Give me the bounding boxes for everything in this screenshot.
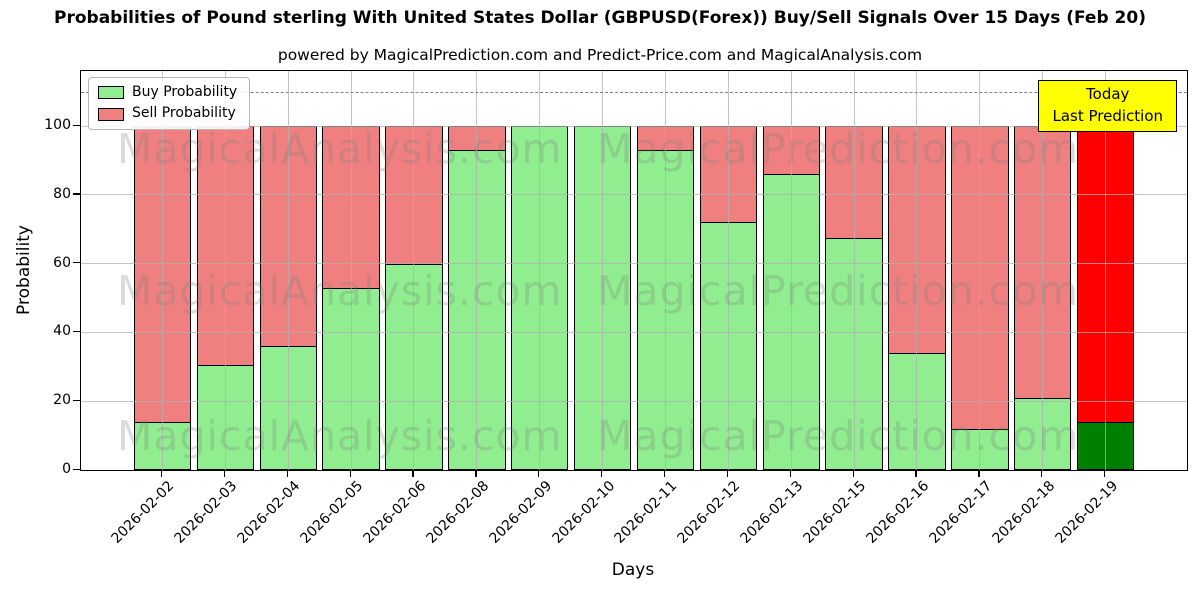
gridline-h — [81, 263, 1187, 265]
threshold-dashed-line — [81, 91, 1187, 93]
today-annotation: Today Last Prediction — [1038, 80, 1177, 132]
watermark-layer: MagicalAnalysis.com MagicalPrediction.com… — [81, 71, 1187, 470]
x-tick-label: 2026-02-13 — [737, 478, 807, 547]
x-tick-label: 2026-02-11 — [611, 478, 681, 547]
x-tick-label: 2026-02-05 — [297, 478, 367, 547]
legend-item-sell: Sell Probability — [98, 105, 237, 122]
x-tick-label: 2026-02-12 — [674, 478, 744, 547]
x-tick-mark — [286, 470, 288, 477]
x-tick-mark — [789, 470, 791, 477]
watermark-text: MagicalPrediction.com — [597, 412, 1080, 460]
today-annotation-line2: Last Prediction — [1052, 106, 1163, 125]
gridline-v — [161, 71, 163, 470]
x-tick-mark — [663, 470, 666, 477]
x-axis-label: Days — [611, 560, 655, 580]
gridline-v — [853, 71, 855, 470]
legend-label-sell: Sell Probability — [132, 105, 236, 122]
x-tick-mark — [1041, 470, 1043, 477]
gridline-h — [81, 194, 1187, 196]
gridline-v — [727, 71, 729, 470]
x-tick-mark — [852, 470, 854, 477]
legend-item-buy: Buy Probability — [98, 84, 238, 100]
y-tick-label: 0 — [62, 461, 71, 477]
watermark-text: MagicalAnalysis.com — [117, 125, 563, 173]
chart-title: Probabilities of Pound sterling With Uni… — [54, 8, 1146, 28]
y-tick-mark — [73, 124, 80, 126]
gridline-h — [81, 400, 1187, 402]
gridline-v — [413, 71, 415, 470]
y-tick-mark — [73, 262, 80, 264]
x-tick-label: 2026-02-19 — [1052, 478, 1121, 547]
y-tick-label: 100 — [44, 117, 71, 134]
x-tick-mark — [412, 470, 414, 477]
gridline-v — [790, 71, 792, 470]
x-tick-mark — [1104, 470, 1106, 477]
today-annotation-line1: Today — [1086, 85, 1130, 103]
gridline-h — [81, 125, 1187, 127]
y-tick-mark — [73, 399, 80, 401]
gridline-v — [1105, 71, 1107, 470]
gridline-v — [224, 71, 226, 470]
y-axis-label: Probability — [14, 225, 34, 315]
gridline-v — [916, 71, 918, 470]
y-tick-mark — [73, 468, 80, 470]
gridline-v — [664, 71, 666, 470]
chart-subtitle: powered by MagicalPrediction.com and Pre… — [277, 46, 923, 64]
x-tick-mark — [915, 470, 917, 477]
gridline-v — [602, 71, 604, 470]
x-tick-mark — [160, 470, 163, 477]
legend-label-buy: Buy Probability — [132, 84, 238, 100]
gridline-v — [539, 71, 541, 470]
gridline-v — [1042, 71, 1044, 470]
y-tick-label: 60 — [53, 254, 71, 271]
x-tick-label: 2026-02-17 — [926, 478, 996, 547]
watermark-text: MagicalPrediction.com — [597, 125, 1080, 173]
x-tick-mark — [475, 470, 477, 477]
x-tick-mark — [538, 470, 540, 477]
gridline-v — [287, 71, 289, 470]
x-tick-mark — [349, 470, 351, 477]
y-tick-label: 80 — [53, 185, 71, 202]
watermark-text: MagicalAnalysis.com — [117, 267, 563, 315]
x-tick-label: 2026-02-02 — [108, 478, 178, 547]
watermark-text: MagicalPrediction.com — [597, 267, 1080, 315]
x-tick-label: 2026-02-03 — [171, 478, 241, 547]
x-tick-label: 2026-02-18 — [989, 478, 1059, 547]
watermark-text: MagicalAnalysis.com — [117, 412, 563, 460]
legend: Buy Probability Sell Probability — [88, 77, 251, 130]
y-tick-label: 40 — [53, 323, 71, 340]
y-tick-mark — [73, 193, 80, 195]
x-tick-label: 2026-02-06 — [360, 478, 430, 547]
grid-layer — [81, 71, 1187, 470]
x-tick-label: 2026-02-09 — [486, 478, 556, 547]
sell-probability-swatch — [98, 107, 124, 121]
x-tick-label: 2026-02-08 — [423, 478, 493, 547]
x-tick-label: 2026-02-16 — [863, 478, 933, 547]
x-tick-label: 2026-02-10 — [549, 478, 618, 547]
x-tick-mark — [726, 470, 729, 477]
x-tick-mark — [223, 470, 226, 477]
gridline-v — [979, 71, 981, 470]
x-tick-mark — [601, 470, 603, 477]
gridline-v — [350, 71, 352, 470]
gridline-h — [81, 331, 1187, 333]
gridline-v — [476, 71, 478, 470]
x-tick-label: 2026-02-15 — [800, 478, 870, 547]
y-tick-mark — [73, 330, 80, 333]
x-tick-label: 2026-02-04 — [234, 478, 304, 547]
plot-area: MagicalAnalysis.com MagicalPrediction.com… — [80, 70, 1188, 471]
buy-probability-swatch — [98, 86, 124, 100]
x-tick-mark — [978, 470, 980, 477]
y-tick-label: 20 — [53, 392, 71, 409]
